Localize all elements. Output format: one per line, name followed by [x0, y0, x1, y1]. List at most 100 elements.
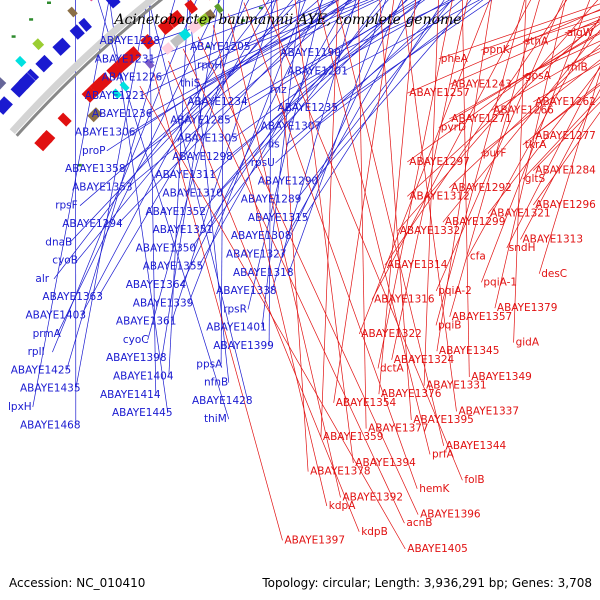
reverse-cog-block [187, 19, 203, 34]
reverse-strand-gene [184, 0, 198, 14]
forward-leader [227, 0, 422, 158]
reverse-leader [358, 0, 491, 335]
forward-leader [53, 0, 270, 280]
gc-mark [206, 45, 211, 49]
forward-leader [181, 0, 323, 286]
gc-mark [47, 1, 51, 4]
gc-mark [241, 19, 246, 22]
forward-gene-label: ABAYE1468 [20, 419, 81, 431]
reverse-gene-label: gpsA [525, 70, 552, 82]
forward-gene-label: ABAYE1226 [102, 72, 163, 84]
reverse-gene-label: ABAYE1271 [451, 113, 512, 125]
reverse-leader [139, 85, 406, 550]
forward-gene-label: ABAYE1290 [258, 175, 319, 187]
reverse-leader [276, 0, 309, 472]
reverse-gene-label: purF [483, 147, 507, 159]
reverse-gene-label: ABAYE1357 [452, 311, 513, 323]
forward-gene-label: rplI [28, 346, 45, 358]
forward-gene-label: ABAYE1327 [226, 249, 287, 261]
reverse-leader [379, 0, 412, 421]
reverse-gene-label: pqiA-2 [438, 285, 472, 297]
reverse-gene-label: ABAYE1337 [459, 405, 520, 417]
forward-gene-label: prmA [33, 328, 62, 340]
forward-gene-label: rnz [270, 84, 287, 96]
reverse-gene-label: pqiA-1 [483, 276, 517, 288]
forward-leader [106, 0, 340, 152]
reverse-cog-block [178, 28, 192, 41]
reverse-gene-label: ABAYE1332 [400, 225, 461, 237]
forward-gene-label: ABAYE1339 [133, 297, 194, 309]
forward-gene-label: ABAYE1435 [20, 383, 81, 395]
reverse-cog-block [144, 58, 155, 70]
reverse-leader [407, 19, 600, 197]
forward-leader [220, 0, 225, 365]
reverse-leader [522, 96, 600, 180]
reverse-gene-label: ABAYE1377 [368, 423, 429, 435]
forward-gene-label: ABAYE1308 [231, 230, 292, 242]
reverse-leader [384, 0, 568, 266]
reverse-gene-label: ABAYE1262 [535, 96, 596, 108]
forward-gene-label: ABAYE1307 [261, 120, 322, 132]
label-leader-lines [32, 0, 600, 550]
reverse-leader [435, 0, 525, 326]
reverse-leader [407, 9, 600, 94]
reverse-gene-label: prfA [432, 448, 455, 460]
reverse-gene-label: ABAYE1296 [535, 199, 596, 211]
reverse-gene-label: ABAYE1359 [323, 431, 384, 443]
reverse-leader [513, 0, 527, 343]
reverse-cog-block [111, 88, 122, 100]
reverse-gene-label: gidA [516, 337, 540, 349]
forward-leader [333, 0, 493, 109]
forward-leader [79, 0, 320, 206]
forward-gene-label: ABAYE1361 [116, 316, 177, 328]
reverse-gene-label: ABAYE1349 [471, 371, 532, 383]
gc-content-track [11, 1, 263, 167]
forward-leader [80, 0, 250, 316]
reverse-leader [333, 0, 395, 403]
reverse-leader [320, 0, 339, 438]
reverse-cog-block [214, 3, 224, 14]
reverse-gene-label: kdpA [329, 500, 356, 512]
reverse-strand-gene [41, 129, 56, 143]
reverse-strand-gene [81, 86, 99, 103]
forward-gene-label: rpsF [55, 200, 77, 212]
reverse-gene-label: ABAYE1405 [407, 543, 468, 555]
forward-leader [157, 0, 336, 78]
forward-gene-label: thiM [204, 413, 227, 425]
reverse-leader [153, 73, 283, 541]
reverse-gene-label: pqiB [438, 319, 461, 331]
forward-leader [201, 0, 389, 213]
reverse-cog-block [205, 9, 216, 21]
forward-leader [303, 0, 445, 219]
reverse-strand-gene [89, 77, 108, 95]
reverse-leader [243, 2, 418, 489]
forward-gene-label: ABAYE1318 [233, 267, 294, 279]
forward-gene-label: ABAYE1294 [62, 218, 123, 230]
reverse-gene-label: ABAYE1378 [310, 466, 371, 478]
forward-gene-label: ABAYE1353 [72, 181, 133, 193]
forward-leader [75, 0, 148, 389]
forward-gene-label: dnaB [45, 236, 72, 248]
reverse-gene-label: folB [464, 474, 484, 486]
forward-gene-label: rpsR [223, 303, 247, 315]
reverse-gene-label: acnB [406, 517, 432, 529]
forward-gene-label: nfnB [204, 377, 228, 389]
forward-leader [281, 0, 402, 255]
forward-gene-label: cyoB [52, 255, 78, 267]
forward-leader [117, 0, 335, 225]
reverse-gene-label: ABAYE1297 [409, 156, 470, 168]
reverse-gene-label: rhlB [567, 61, 588, 73]
reverse-leader [294, 0, 354, 464]
reverse-gene-label: ABAYE1314 [387, 259, 448, 271]
reverse-leader [436, 0, 492, 352]
forward-gene-label: ABAYE1399 [213, 340, 274, 352]
forward-gene-label: ABAYE1338 [216, 285, 277, 297]
gc-mark [77, 163, 82, 167]
reverse-leader [480, 10, 600, 51]
reverse-gene-label: pheA [441, 53, 469, 65]
forward-leader [225, 0, 417, 121]
reverse-cog-block [87, 107, 103, 123]
reverse-leader [377, 0, 453, 369]
forward-gene-label: ABAYE1205 [190, 41, 251, 53]
